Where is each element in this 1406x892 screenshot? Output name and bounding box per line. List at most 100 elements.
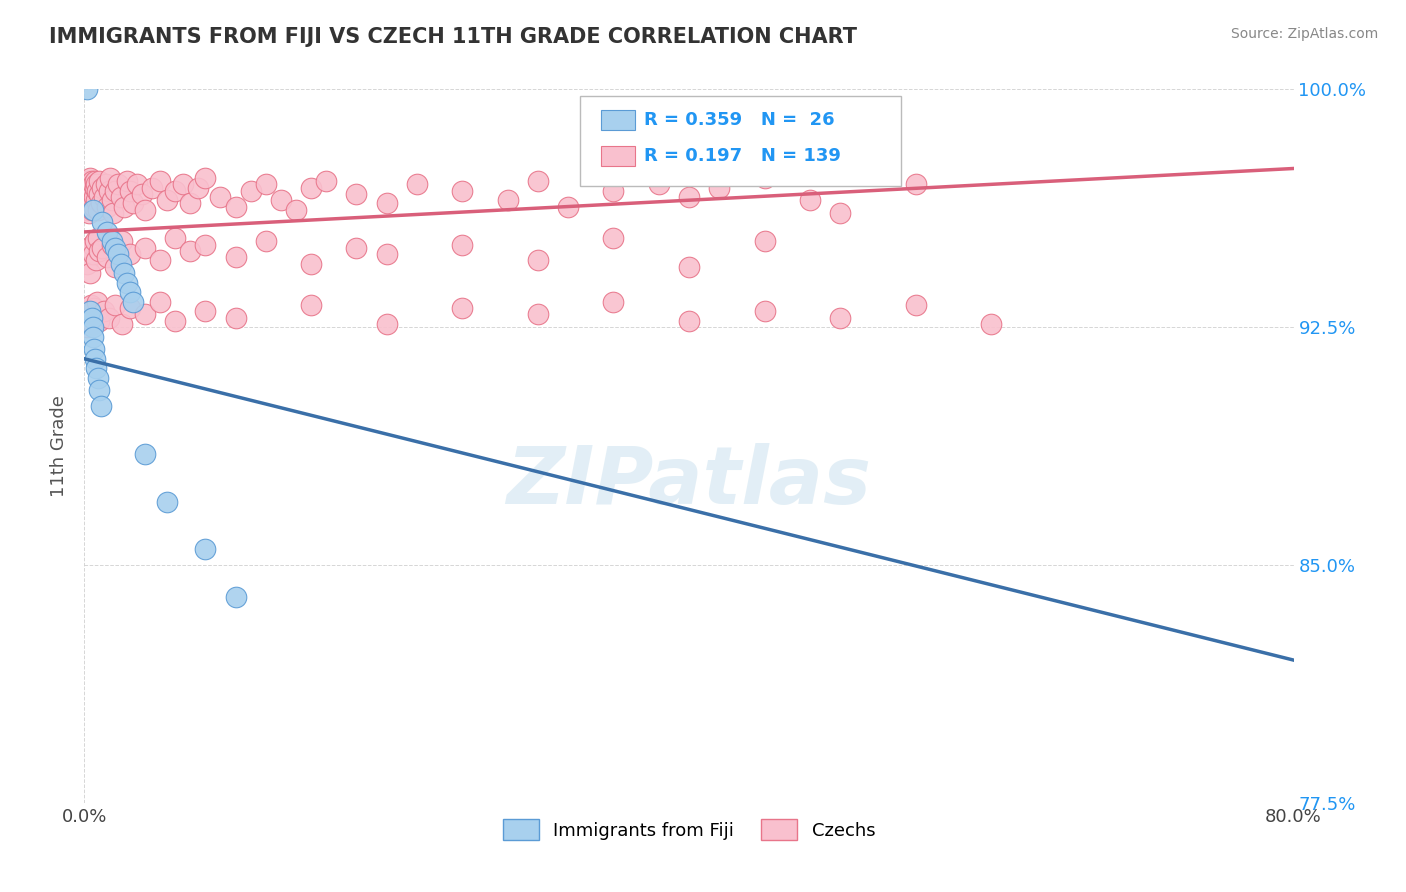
Point	[830, 206, 852, 220]
Point	[678, 314, 700, 328]
Point	[87, 371, 110, 385]
Point	[94, 178, 117, 192]
Point	[75, 184, 97, 198]
Point	[80, 237, 103, 252]
Text: R = 0.197   N = 139: R = 0.197 N = 139	[644, 146, 841, 164]
Point	[82, 174, 104, 188]
Point	[96, 225, 118, 239]
Point	[112, 266, 135, 280]
Point	[375, 247, 398, 261]
Bar	[600, 110, 634, 130]
Point	[91, 215, 114, 229]
Point	[101, 206, 124, 220]
Point	[118, 285, 141, 300]
Point	[121, 294, 143, 309]
Point	[77, 241, 100, 255]
Point	[79, 186, 101, 201]
Bar	[600, 145, 634, 166]
Point	[91, 241, 114, 255]
Point	[80, 193, 103, 207]
Point	[602, 231, 624, 245]
Point	[527, 307, 550, 321]
Point	[84, 235, 107, 249]
Point	[80, 298, 103, 312]
Point	[86, 184, 108, 198]
Point	[83, 190, 105, 204]
Point	[115, 276, 138, 290]
Point	[84, 193, 107, 207]
Point	[90, 196, 112, 211]
Point	[80, 310, 103, 325]
Point	[79, 304, 101, 318]
Point	[134, 202, 156, 217]
Point	[134, 241, 156, 255]
Point	[83, 301, 105, 315]
Point	[299, 257, 322, 271]
Point	[754, 235, 776, 249]
Point	[87, 186, 110, 201]
Point	[346, 186, 368, 201]
Point	[127, 178, 149, 192]
Point	[82, 329, 104, 343]
Point	[76, 178, 98, 192]
Point	[98, 171, 121, 186]
Point	[557, 200, 579, 214]
Point	[194, 304, 217, 318]
Point	[82, 184, 104, 198]
Point	[77, 196, 100, 211]
Point	[80, 202, 103, 217]
Point	[149, 294, 172, 309]
Point	[83, 343, 105, 357]
Point	[346, 241, 368, 255]
Point	[299, 180, 322, 194]
Point	[830, 310, 852, 325]
Point	[104, 260, 127, 274]
Text: R = 0.359   N =  26: R = 0.359 N = 26	[644, 111, 835, 128]
Point	[100, 237, 122, 252]
Point	[82, 196, 104, 211]
Point	[141, 180, 163, 194]
Point	[179, 196, 201, 211]
Point	[602, 294, 624, 309]
Text: Source: ZipAtlas.com: Source: ZipAtlas.com	[1230, 27, 1378, 41]
Point	[76, 184, 98, 198]
Point	[107, 247, 129, 261]
Point	[194, 171, 217, 186]
Point	[754, 304, 776, 318]
Point	[678, 190, 700, 204]
Point	[121, 196, 143, 211]
Point	[77, 304, 100, 318]
Point	[156, 494, 179, 508]
Point	[225, 310, 247, 325]
Point	[451, 237, 474, 252]
Point	[93, 190, 115, 204]
Text: IMMIGRANTS FROM FIJI VS CZECH 11TH GRADE CORRELATION CHART: IMMIGRANTS FROM FIJI VS CZECH 11TH GRADE…	[49, 27, 858, 46]
Point	[194, 237, 217, 252]
Point	[104, 241, 127, 255]
Point	[299, 298, 322, 312]
Point	[89, 174, 111, 188]
Point	[104, 184, 127, 198]
Point	[80, 184, 103, 198]
Point	[225, 250, 247, 264]
Point	[225, 200, 247, 214]
Point	[93, 304, 115, 318]
Point	[118, 184, 141, 198]
Point	[172, 178, 194, 192]
Point	[84, 180, 107, 194]
Point	[82, 247, 104, 261]
Y-axis label: 11th Grade: 11th Grade	[49, 395, 67, 497]
Point	[83, 200, 105, 214]
Point	[980, 317, 1002, 331]
Point	[709, 180, 731, 194]
Point	[527, 253, 550, 268]
Point	[100, 193, 122, 207]
Point	[904, 178, 927, 192]
Point	[77, 206, 100, 220]
Point	[76, 320, 98, 334]
Point	[118, 301, 141, 315]
Point	[678, 260, 700, 274]
Point	[79, 171, 101, 186]
Point	[80, 178, 103, 192]
Point	[97, 184, 120, 198]
